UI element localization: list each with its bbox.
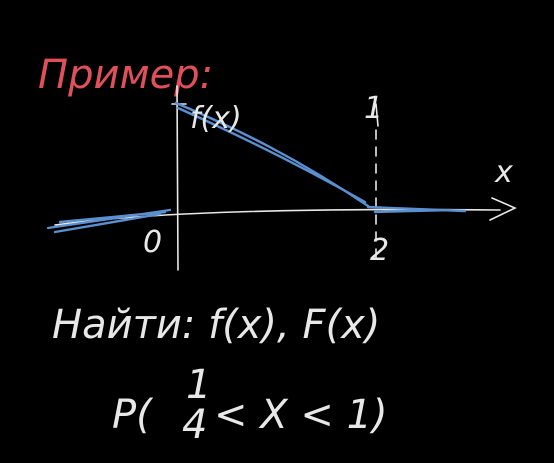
title: Пример: — [38, 52, 213, 98]
task-prefix: P( — [112, 392, 154, 438]
task-line1: Найти: f(x), F(x) — [52, 302, 380, 348]
density-tail — [366, 205, 467, 214]
task-numerator: 1 — [186, 362, 211, 408]
mark-denominator: 2 — [370, 233, 389, 268]
y-axis — [176, 85, 179, 271]
origin-label: 0 — [143, 225, 162, 260]
dash-top — [375, 103, 379, 127]
task-denominator: 4 — [182, 402, 207, 448]
y-label: f(x) — [190, 101, 242, 136]
left-zero — [46, 208, 172, 234]
x-label: x — [494, 155, 513, 190]
task-rest: < X < 1) — [214, 392, 388, 438]
mark-numerator: 1 — [364, 91, 383, 126]
density-curve-2 — [176, 106, 367, 204]
